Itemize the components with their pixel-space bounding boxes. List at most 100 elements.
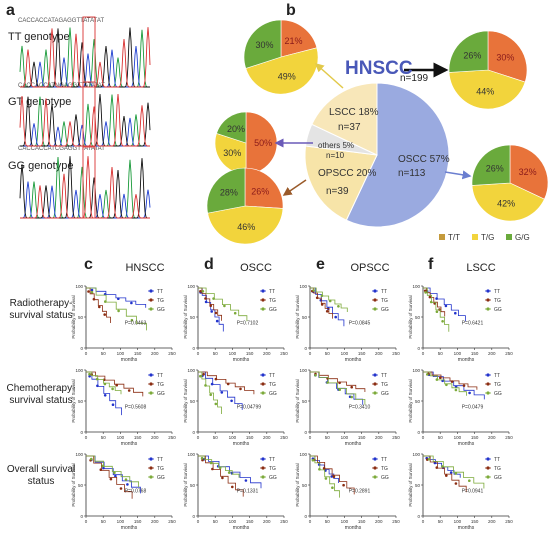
km-censor-mark (338, 381, 341, 385)
km-legend-label: TT (157, 457, 163, 463)
km-x-label: months (233, 441, 250, 447)
km-censor-mark (320, 294, 324, 297)
km-x-label: months (345, 441, 362, 447)
km-censor-mark (201, 290, 205, 293)
km-x-tick-label: 200 (151, 519, 159, 524)
km-legend-label: GG (157, 307, 165, 313)
km-censor-mark (214, 402, 218, 406)
km-x-tick-label: 200 (375, 519, 383, 524)
km-legend-marker (149, 382, 153, 386)
km-censor-mark (445, 383, 448, 387)
chromatogram-trace (20, 156, 150, 219)
km-censor-mark (214, 377, 218, 381)
km-legend-marker (261, 391, 265, 395)
km-legend-marker (261, 307, 265, 311)
pie-slice-tt (487, 30, 528, 83)
km-legend-label: GG (494, 307, 502, 313)
km-p-value: P=0.0479 (462, 404, 484, 410)
km-legend-label: TT (494, 457, 500, 463)
km-legend-label: TT (269, 373, 275, 379)
km-x-tick-label: 250 (505, 519, 513, 524)
main-pie-label-lscc: LSCC 18% (329, 107, 379, 118)
km-y-tick-label: 50 (190, 315, 196, 320)
km-x-tick-label: 50 (438, 435, 444, 440)
pie-slice-label: 42% (497, 199, 515, 209)
km-curve (423, 455, 485, 489)
km-x-tick-label: 50 (101, 351, 107, 356)
km-legend-marker (486, 307, 490, 311)
km-censor-mark (90, 457, 93, 461)
pie-slice-label: 26% (486, 164, 504, 174)
km-x-tick-label: 200 (151, 435, 159, 440)
km-censor-mark (114, 474, 117, 478)
km-x-label: months (458, 357, 475, 363)
main-pie-total: n=199 (400, 73, 429, 84)
km-x-tick-label: 150 (134, 351, 142, 356)
km-curve (86, 455, 133, 499)
km-censor-mark (314, 374, 317, 377)
km-curve (310, 455, 355, 495)
km-x-tick-label: 50 (101, 519, 107, 524)
km-y-tick-label: 0 (192, 430, 195, 435)
km-x-tick-label: 150 (134, 519, 142, 524)
km-censor-mark (209, 393, 212, 396)
km-censor-mark (324, 477, 328, 480)
km-y-tick-label: 50 (415, 315, 421, 320)
km-x-tick-label: 100 (117, 351, 125, 356)
km-censor-mark (325, 310, 329, 313)
pie-slice-gg (471, 144, 511, 186)
pie-slice-label: 32% (519, 167, 537, 177)
km-legend-marker (373, 457, 377, 461)
km-x-tick-label: 100 (341, 435, 349, 440)
main-pie-count-lscc: n=37 (338, 122, 361, 133)
km-censor-mark (202, 372, 205, 376)
km-censor-mark (220, 391, 224, 394)
km-plot-lscc-2: 0 50 100 0 50 100 150 200 250 months Probability o… (408, 452, 513, 531)
km-x-tick-label: 150 (471, 351, 479, 356)
km-legend-marker (486, 457, 490, 461)
snp-highlight-gt (82, 81, 96, 148)
panel-letter-f: f (428, 256, 434, 273)
km-censor-mark (95, 377, 99, 381)
km-censor-mark (231, 485, 234, 489)
km-row-label-chemotherapy: Chemotherapy-survival status (6, 383, 76, 406)
km-censor-mark (334, 315, 338, 319)
km-legend-label: GG (381, 391, 389, 397)
km-x-tick-label: 0 (85, 519, 88, 524)
km-x-tick-label: 100 (117, 435, 125, 440)
km-legend-marker (261, 457, 265, 461)
km-censor-mark (103, 313, 106, 316)
km-censor-mark (424, 291, 427, 294)
genotype-pie-hnscc: 30% 44% 26% (448, 30, 528, 110)
km-legend-marker (373, 391, 377, 395)
km-censor-mark (209, 304, 212, 307)
km-x-tick-label: 100 (454, 351, 462, 356)
km-censor-mark (435, 378, 439, 381)
km-x-tick-label: 200 (151, 351, 159, 356)
km-censor-mark (312, 289, 316, 292)
km-x-tick-label: 100 (117, 519, 125, 524)
km-censor-mark (212, 297, 215, 300)
km-x-tick-label: 50 (438, 519, 444, 524)
pie-slice-gg (206, 167, 246, 214)
km-censor-mark (226, 382, 230, 386)
km-y-tick-label: 100 (299, 368, 307, 373)
km-p-value: P=0.1331 (237, 488, 259, 494)
km-y-tick-label: 100 (299, 284, 307, 289)
km-curve (198, 371, 222, 414)
km-y-tick-label: 0 (80, 430, 83, 435)
km-censor-mark (450, 380, 454, 383)
pie-slice-gg (448, 30, 489, 73)
panel-letter-c: c (84, 256, 93, 273)
main-pie-slice-opscc (304, 145, 378, 221)
km-legend-marker (373, 373, 377, 377)
legend-swatch (439, 234, 445, 240)
km-censor-mark (320, 303, 324, 306)
km-plot-oscc-1: 0 50 100 0 50 100 150 200 250 months Probability o… (183, 368, 288, 447)
legend-swatch (506, 234, 512, 240)
km-legend-label: GG (157, 475, 165, 481)
km-p-value: P=0.3410 (349, 404, 371, 410)
km-y-label: Probability of Survival (295, 295, 300, 338)
km-plot-lscc-0: 0 50 100 0 50 100 150 200 250 months Probability o… (408, 284, 513, 363)
km-x-tick-label: 100 (229, 351, 237, 356)
